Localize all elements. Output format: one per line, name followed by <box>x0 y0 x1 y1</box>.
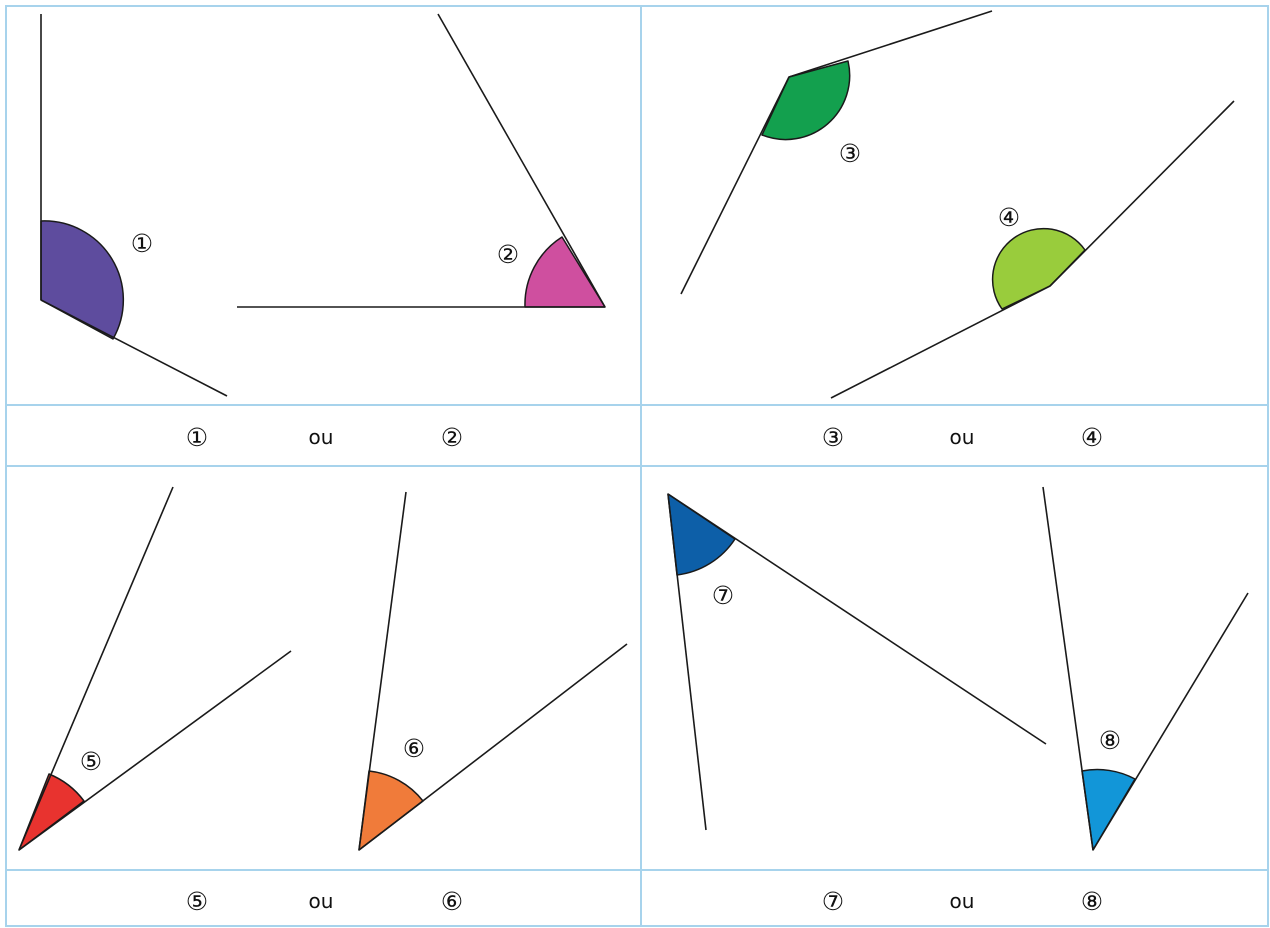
angle-3-arm-a <box>680 76 790 295</box>
angle-7-arm-a <box>667 493 1047 745</box>
angle-4-arm-b <box>1049 100 1235 287</box>
angle-5-label: ⑤ <box>80 747 102 776</box>
comparison-4-word: ou <box>950 889 975 913</box>
answer-row-2-right: ⑦ ou ⑧ <box>822 887 1103 916</box>
worksheet-grid <box>5 5 1269 927</box>
angle-4-label: ④ <box>998 203 1020 232</box>
comparison-4-right: ⑧ <box>1081 887 1103 916</box>
angle-2-arm-b <box>437 13 606 308</box>
angle-5-arm-b <box>18 650 292 851</box>
angle-6-wedge <box>358 770 424 851</box>
angle-2-label: ② <box>497 240 519 269</box>
comparison-1-left: ① <box>186 423 208 452</box>
comparison-2-left: ③ <box>822 423 844 452</box>
angle-8-label: ⑧ <box>1099 726 1121 755</box>
angle-1-wedge <box>40 220 125 340</box>
angle-1-label: ① <box>131 229 153 258</box>
angle-4-wedge <box>991 227 1086 310</box>
angle-2[interactable]: ② <box>237 13 606 308</box>
angle-7-label: ⑦ <box>712 581 734 610</box>
angle-8-arm-a <box>1042 486 1094 851</box>
angle-1-arm-b <box>40 299 228 397</box>
angle-5-wedge <box>18 773 85 851</box>
comparison-3-right: ⑥ <box>441 887 463 916</box>
answer-row-1-right: ③ ou ④ <box>822 423 1103 452</box>
angle-2-wedge <box>524 236 606 308</box>
angle-7-arm-b <box>667 493 707 831</box>
comparison-3-left: ⑤ <box>186 887 208 916</box>
comparison-4-left: ⑦ <box>822 887 844 916</box>
comparison-2-word: ou <box>950 425 975 449</box>
angle-3-label: ③ <box>839 139 861 168</box>
angle-7[interactable]: ⑦ <box>667 493 1047 831</box>
angle-3[interactable]: ③ <box>680 10 993 295</box>
comparison-2-right: ④ <box>1081 423 1103 452</box>
angle-6[interactable]: ⑥ <box>358 491 628 851</box>
angle-8-wedge <box>1081 768 1136 851</box>
angle-6-arm-b <box>358 643 628 851</box>
angle-4[interactable]: ④ <box>830 100 1235 399</box>
angle-7-wedge <box>667 493 736 576</box>
angle-5[interactable]: ⑤ <box>18 486 292 851</box>
angle-4-arm-a <box>830 285 1051 399</box>
angle-6-label: ⑥ <box>403 734 425 763</box>
answer-row-1-left: ① ou ② <box>186 423 463 452</box>
comparison-1-word: ou <box>309 425 334 449</box>
comparison-1-right: ② <box>441 423 463 452</box>
angle-6-arm-a <box>358 491 407 851</box>
comparison-3-word: ou <box>309 889 334 913</box>
angle-3-arm-b <box>788 10 993 78</box>
answer-row-2-left: ⑤ ou ⑥ <box>186 887 463 916</box>
angle-3-wedge <box>761 60 851 141</box>
angle-8-arm-b <box>1092 592 1249 851</box>
angle-5-arm-a <box>18 486 174 851</box>
angle-1[interactable]: ① <box>40 14 228 397</box>
angle-8[interactable]: ⑧ <box>1042 486 1249 851</box>
